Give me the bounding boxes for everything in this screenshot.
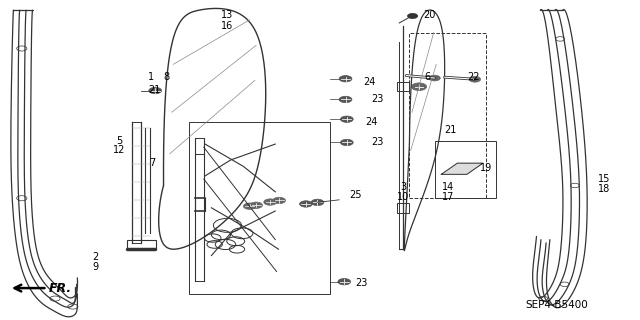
Circle shape [412,83,427,91]
Text: 21: 21 [445,125,457,135]
Text: 13: 13 [221,10,234,20]
Text: 10: 10 [397,192,409,202]
Text: 5: 5 [116,136,122,146]
Text: 21: 21 [148,85,160,95]
Bar [189,122,330,294]
Text: 23: 23 [355,278,368,288]
Text: 23: 23 [371,138,383,148]
Circle shape [339,96,352,103]
Circle shape [149,87,162,94]
Circle shape [338,278,351,285]
Text: 15: 15 [598,174,611,184]
Text: FR.: FR. [49,282,72,295]
Text: 1: 1 [148,72,154,82]
Text: 8: 8 [164,72,170,82]
Circle shape [408,13,418,19]
Text: 24: 24 [365,117,377,127]
Text: 16: 16 [221,21,234,31]
Text: 19: 19 [480,163,492,173]
Text: SEP4-B5400: SEP4-B5400 [525,300,588,310]
Bar [127,240,156,249]
Bar [397,203,409,212]
Text: 12: 12 [113,146,125,156]
Text: 18: 18 [598,184,611,194]
Bar [410,33,486,198]
Bar [397,82,409,92]
Text: 9: 9 [92,262,99,272]
Circle shape [340,139,353,146]
Text: 2: 2 [92,252,99,262]
Circle shape [273,197,285,204]
Bar [435,141,495,198]
Circle shape [264,199,276,205]
Circle shape [243,203,256,209]
Text: 7: 7 [150,158,156,168]
Circle shape [250,202,262,208]
Text: 14: 14 [442,182,454,192]
Circle shape [340,116,353,123]
Text: 6: 6 [424,72,430,82]
Circle shape [300,201,312,207]
Text: 25: 25 [349,190,362,200]
Circle shape [311,199,324,205]
Text: 24: 24 [364,77,376,87]
Text: 22: 22 [467,72,479,82]
Text: 23: 23 [371,94,383,104]
Circle shape [429,75,440,81]
Text: 3: 3 [400,182,406,192]
Text: 17: 17 [442,192,454,202]
Polygon shape [442,163,483,174]
Circle shape [469,76,481,82]
Circle shape [339,76,352,82]
Text: 20: 20 [424,10,436,20]
